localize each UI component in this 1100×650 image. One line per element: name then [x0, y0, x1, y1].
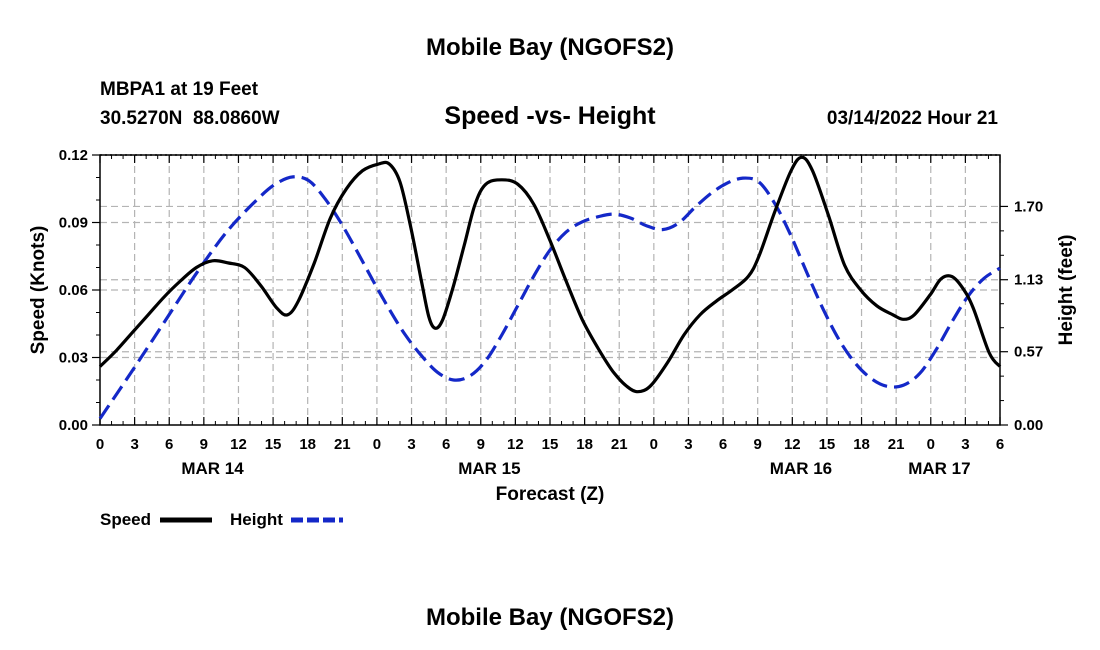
x-tick-label: 6	[996, 436, 1004, 453]
x-tick-label: 6	[719, 436, 727, 453]
x-tick-label: 15	[819, 436, 836, 453]
y-axis-right-title: Height (feet)	[1056, 235, 1077, 346]
date-label: MAR 17	[908, 459, 970, 478]
x-tick-label: 3	[961, 436, 969, 453]
date-label: MAR 14	[181, 459, 244, 478]
y-axis-left-title: Speed (Knots)	[28, 226, 49, 355]
date-label: MAR 15	[458, 459, 520, 478]
forecast-timestamp: 03/14/2022 Hour 21	[827, 108, 999, 129]
axis-ticks	[92, 154, 1008, 426]
y-left-tick-label: 0.09	[59, 215, 88, 232]
y-left-tick-label: 0.06	[59, 282, 88, 299]
chart-subtitle: Speed -vs- Height	[444, 102, 656, 130]
x-tick-label: 18	[299, 436, 316, 453]
x-tick-label: 9	[754, 436, 762, 453]
grid-lines	[100, 155, 1000, 425]
axis-tick-labels: 0 3 6 9 12 15 18 21 0 3 6 9 12 15 18 21 0 3 6 9 12 15 18 21 0 3 6M…	[59, 147, 1043, 478]
station-label: MBPA1 at 19 Feet	[100, 79, 259, 100]
x-tick-label: 12	[230, 436, 247, 453]
y-right-tick-label: 0.57	[1014, 344, 1043, 361]
series-line-speed	[98, 155, 1002, 394]
x-tick-label: 0	[373, 436, 381, 453]
x-tick-label: 21	[611, 436, 628, 453]
x-axis-title: Forecast (Z)	[496, 484, 605, 505]
x-tick-label: 18	[576, 436, 593, 453]
y-left-tick-label: 0.12	[59, 147, 88, 164]
legend: Speed Height	[100, 510, 343, 529]
chart-title: Mobile Bay (NGOFS2)	[426, 34, 674, 61]
x-tick-label: 15	[542, 436, 559, 453]
date-label: MAR 16	[770, 459, 832, 478]
x-tick-label: 21	[888, 436, 905, 453]
x-tick-label: 0	[927, 436, 935, 453]
x-tick-label: 9	[200, 436, 208, 453]
x-tick-label: 18	[853, 436, 870, 453]
x-tick-label: 0	[96, 436, 104, 453]
x-tick-label: 6	[165, 436, 173, 453]
legend-height-label: Height	[230, 510, 283, 529]
x-tick-label: 3	[684, 436, 692, 453]
x-tick-label: 15	[265, 436, 282, 453]
y-right-tick-label: 1.13	[1014, 272, 1043, 289]
series-line-height	[98, 175, 1001, 420]
bottom-title: Mobile Bay (NGOFS2)	[426, 604, 674, 631]
y-left-tick-label: 0.00	[59, 417, 88, 434]
x-tick-label: 12	[507, 436, 524, 453]
x-tick-label: 0	[650, 436, 658, 453]
x-tick-label: 3	[130, 436, 138, 453]
x-tick-label: 6	[442, 436, 450, 453]
station-coords: 30.5270N 88.0860W	[100, 108, 280, 129]
series-group	[98, 155, 1002, 420]
y-right-tick-label: 1.70	[1014, 198, 1043, 215]
x-tick-label: 9	[477, 436, 485, 453]
x-tick-label: 3	[407, 436, 415, 453]
x-tick-label: 12	[784, 436, 801, 453]
y-right-tick-label: 0.00	[1014, 417, 1043, 434]
legend-speed-label: Speed	[100, 510, 151, 529]
y-left-tick-label: 0.03	[59, 350, 88, 367]
x-tick-label: 21	[334, 436, 351, 453]
